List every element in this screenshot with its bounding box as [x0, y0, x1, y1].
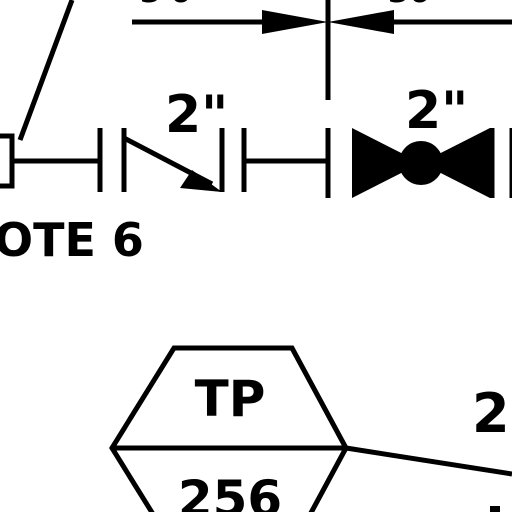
dimension-arrow-left-icon [262, 10, 328, 34]
dimension-right-text: 36" [388, 0, 445, 10]
check-valve-size-label: 2" [165, 85, 228, 145]
partial-mark [490, 506, 500, 512]
dimension-left-text: 3'6" [140, 0, 207, 10]
gate-valve-icon [352, 128, 490, 198]
gate-valve-size-label: 2" [405, 81, 468, 141]
note-box [0, 133, 15, 189]
check-valve-icon [122, 135, 222, 192]
connector-line [345, 445, 512, 477]
tag-bottom-text: 256 [178, 470, 282, 512]
tag-hexagon [109, 345, 349, 512]
note-label: OTE 6 [0, 213, 144, 267]
leader-line [17, 0, 75, 141]
dimension-arrow-right-icon [328, 10, 394, 34]
tag-top-text: TP [195, 370, 266, 428]
right-size-label: 2 [472, 382, 510, 445]
